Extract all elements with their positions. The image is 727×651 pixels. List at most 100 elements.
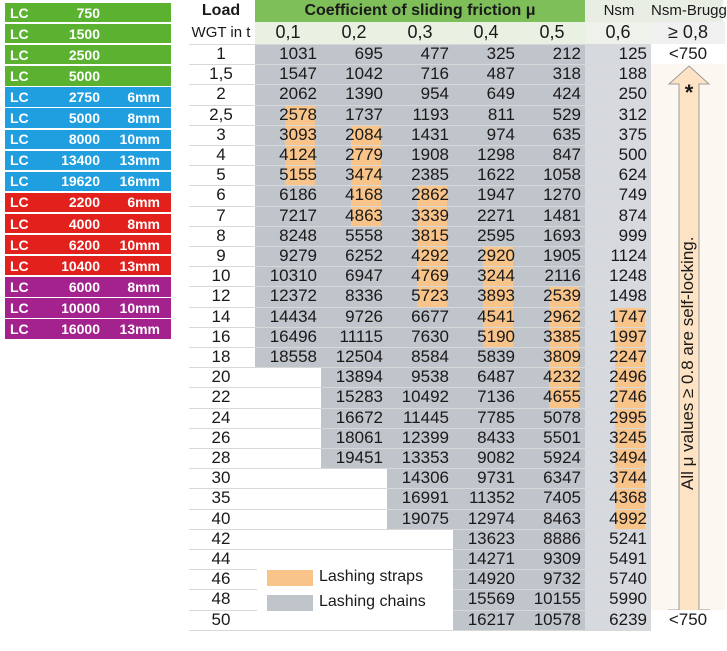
load-cell: 16: [211, 326, 231, 346]
lc-value: 2200: [68, 194, 100, 211]
lc-value: 2500: [68, 46, 100, 63]
straps-zone: [615, 306, 645, 529]
load-cell: 24: [211, 407, 231, 427]
value-cell: 1622: [477, 165, 515, 185]
value-cell: 2539: [543, 286, 581, 306]
lc-size: 16mm: [119, 173, 160, 190]
value-cell: 125: [618, 44, 647, 63]
value-cell: 9726: [345, 306, 383, 326]
lc-legend-row: LC 2500: [5, 45, 171, 65]
value-cell: 212: [552, 44, 581, 63]
lc-value: 10400: [61, 257, 100, 274]
value-cell: 477: [420, 44, 449, 63]
coefficient-header: Coefficient of sliding friction μ: [304, 2, 536, 19]
load-cell: 2,5: [209, 104, 233, 124]
value-cell: 2084: [345, 124, 383, 144]
load-cell: 3: [216, 124, 226, 144]
value-cell: [387, 529, 453, 549]
value-cell: 8584: [411, 347, 449, 366]
load-cell: 40: [211, 508, 231, 528]
value-cell: 7136: [477, 387, 515, 407]
lc-size: 8mm: [127, 278, 160, 295]
grid-line: [189, 266, 651, 268]
value-cell: 1270: [543, 185, 581, 205]
value-cell: 1737: [345, 104, 383, 124]
value-cell: 19451: [335, 448, 383, 467]
value-cell: 749: [618, 185, 647, 205]
lc-legend-row: LC 10400 13mm: [5, 256, 171, 276]
lc-value: 13400: [61, 152, 100, 169]
value-cell: 7217: [279, 205, 317, 225]
value-cell: [321, 529, 387, 549]
load-cell: 5: [216, 165, 226, 185]
empty-cell: [255, 528, 321, 549]
lc-value: 6000: [68, 278, 100, 295]
value-cell: 16496: [269, 326, 317, 346]
value-cell: 3893: [477, 286, 515, 306]
lc-legend-row: LC 5000 8mm: [5, 108, 171, 128]
value-cell: 5990: [609, 589, 647, 609]
load-cell: 44: [211, 549, 231, 568]
asterisk: *: [684, 80, 694, 105]
value-cell: 2062: [279, 84, 317, 104]
mu-value: 0,3: [407, 22, 433, 42]
lc-size: 13mm: [119, 257, 160, 274]
lc-legend-row: LC 13400 13mm: [5, 150, 171, 170]
load-cell: 8: [216, 225, 226, 245]
lc-label: LC: [10, 194, 29, 211]
lc-legend-row: LC 5000: [5, 66, 171, 86]
nsm-brugg-header: Nsm-Brugg: [651, 2, 727, 19]
straps-label: Lashing straps: [319, 568, 424, 585]
value-cell: 716: [420, 64, 449, 84]
lc-legend-row: LC 6000 8mm: [5, 277, 171, 297]
value-cell: 3385: [543, 326, 581, 346]
lc-label: LC: [10, 152, 29, 169]
value-cell: 10492: [401, 387, 449, 407]
load-cell: 6: [216, 185, 226, 205]
load-cell: 7: [216, 205, 226, 225]
value-cell: 8463: [543, 508, 581, 528]
value-cell: 999: [618, 225, 647, 245]
lc-label: LC: [10, 25, 29, 42]
lc-size: 8mm: [127, 110, 160, 127]
lc-legend-row: LC 750: [5, 3, 171, 23]
grid-line: [189, 246, 651, 247]
value-cell: 5740: [609, 569, 647, 589]
grid-line: [189, 185, 651, 187]
value-cell: 9082: [477, 448, 515, 467]
load-cell: 30: [211, 468, 231, 488]
value-cell: 10578: [533, 609, 581, 629]
grid-line: [189, 407, 651, 409]
lc-legend-row: LC 6200 10mm: [5, 235, 171, 255]
lc-value: 8000: [68, 131, 100, 148]
value-cell: 1947: [477, 185, 515, 205]
lc-value: 1500: [68, 25, 100, 42]
grid-line: [189, 104, 651, 106]
lc-size: 6mm: [127, 89, 160, 106]
value-cell: 10155: [533, 589, 581, 609]
value-cell: 15569: [467, 589, 515, 609]
lc-value: 5000: [68, 67, 100, 84]
value-cell: 7785: [477, 407, 515, 427]
grid-line: [189, 528, 651, 530]
empty-cell: [255, 367, 321, 388]
grid-line: [189, 367, 651, 369]
value-cell: 13894: [335, 367, 383, 387]
load-cell: 14: [211, 306, 231, 326]
load-cell: 28: [211, 448, 231, 467]
value-cell: 529: [552, 104, 581, 124]
value-cell: 5839: [477, 347, 515, 366]
value-cell: 811: [487, 104, 515, 124]
lc-label: LC: [10, 299, 29, 316]
value-cell: 649: [486, 84, 515, 104]
value-cell: 5723: [411, 286, 449, 306]
value-cell: 19075: [401, 508, 449, 528]
load-cell: 2: [216, 84, 226, 104]
value-cell: 9732: [543, 569, 581, 589]
value-cell: 2496: [609, 367, 647, 387]
load-cell: 26: [211, 427, 231, 447]
value-cell: 18061: [335, 427, 383, 447]
value-cell: 5558: [345, 225, 383, 245]
value-cell: 6186: [279, 185, 317, 205]
value-cell: 1908: [411, 145, 449, 164]
